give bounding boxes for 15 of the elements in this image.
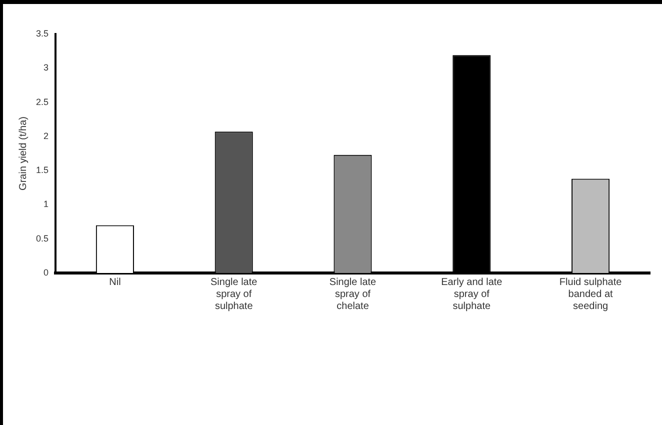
bar	[452, 55, 491, 273]
x-tick-label: Early and late spray of sulphate	[441, 276, 503, 312]
x-tick-label: Nil	[109, 276, 121, 288]
x-tick-label: Single late spray of sulphate	[210, 276, 258, 312]
y-tick-label: 3	[43, 62, 49, 73]
x-tick-label: Single late spray of chelate	[329, 276, 377, 312]
y-tick-label: 1	[43, 199, 49, 210]
x-tick-label: Fluid sulphate banded at seeding	[559, 276, 622, 312]
y-tick-label: 3.5	[36, 28, 49, 38]
y-axis-title: Grain yield (t/ha)	[18, 116, 29, 190]
y-tick-label: 2.5	[36, 96, 49, 107]
y-tick-label: 0.5	[36, 233, 49, 244]
y-tick-label: 1.5	[36, 165, 49, 176]
y-tick-label: 2	[43, 130, 49, 141]
y-tick-label: 0	[43, 267, 49, 278]
